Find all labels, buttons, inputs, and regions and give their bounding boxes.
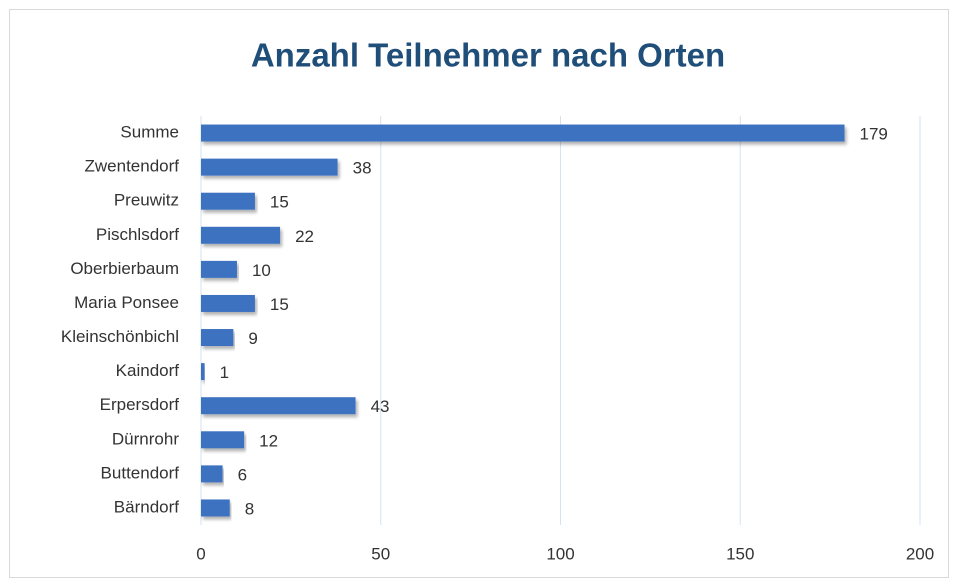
bar: [201, 192, 255, 210]
bar: [201, 363, 205, 381]
y-tick-label: Summe: [120, 123, 179, 142]
value-label: 15: [270, 193, 289, 212]
x-tick-label: 0: [196, 544, 205, 563]
value-label: 10: [252, 261, 271, 280]
value-label: 9: [248, 329, 257, 348]
y-tick-label: Dürnrohr: [112, 429, 179, 448]
y-tick-label: Maria Ponsee: [74, 293, 179, 312]
y-tick-label: Oberbierbaum: [70, 259, 179, 278]
value-label: 12: [259, 431, 278, 450]
y-tick-label: Preuwitz: [114, 191, 179, 210]
bar: [201, 465, 223, 483]
bar: [201, 260, 237, 278]
chart-border: [9, 9, 949, 578]
value-label: 8: [245, 499, 254, 518]
value-label: 1: [220, 363, 229, 382]
value-label: 22: [295, 227, 314, 246]
y-tick-label: Bärndorf: [114, 497, 179, 516]
bar: [201, 158, 338, 176]
x-tick-label: 100: [546, 544, 574, 563]
x-tick-label: 150: [726, 544, 754, 563]
value-label: 38: [353, 159, 372, 178]
bar: [201, 124, 845, 142]
y-tick-label: Pischlsdorf: [96, 225, 179, 244]
x-tick-label: 200: [906, 544, 934, 563]
value-label: 6: [238, 465, 247, 484]
y-tick-label: Buttendorf: [101, 463, 180, 482]
value-label: 179: [860, 125, 888, 144]
y-tick-label: Zwentendorf: [85, 157, 180, 176]
x-tick-label: 50: [371, 544, 390, 563]
y-tick-label: Kaindorf: [116, 361, 180, 380]
value-label: 15: [270, 295, 289, 314]
bar: [201, 499, 230, 517]
value-label: 43: [371, 397, 390, 416]
y-tick-label: Erpersdorf: [100, 395, 180, 414]
bar: [201, 294, 255, 312]
bar: [201, 226, 281, 244]
bar: [201, 329, 234, 347]
bar: [201, 431, 245, 449]
bar: [201, 397, 356, 415]
y-tick-label: Kleinschönbichl: [61, 327, 179, 346]
chart-title: Anzahl Teilnehmer nach Orten: [251, 37, 725, 74]
